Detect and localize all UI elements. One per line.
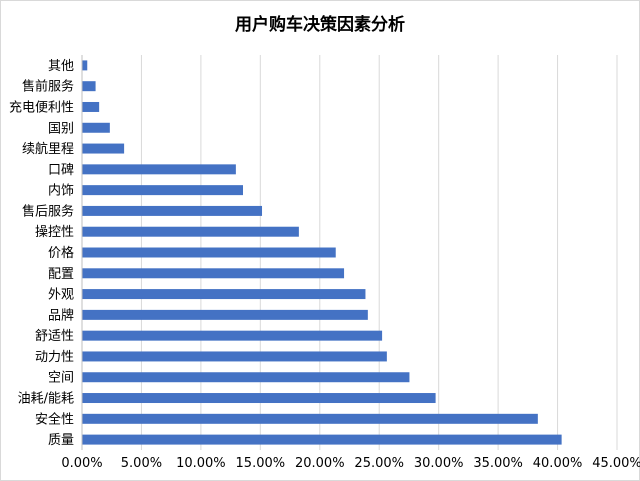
bar <box>82 330 383 341</box>
category-label: 舒适性 <box>35 329 74 344</box>
category-label: 国别 <box>48 121 74 136</box>
bar <box>82 289 366 300</box>
category-label: 充电便利性 <box>9 99 74 115</box>
x-tick-label: 20.00% <box>295 456 345 471</box>
x-tick-label: 5.00% <box>121 456 162 471</box>
bar <box>82 60 88 71</box>
category-label: 内饰 <box>48 183 74 199</box>
x-tick-label: 40.00% <box>533 456 583 471</box>
bar <box>82 268 345 279</box>
bar <box>82 393 436 404</box>
x-tick-label: 45.00% <box>592 456 640 471</box>
category-label: 售前服务 <box>22 79 74 95</box>
category-label: 品牌 <box>48 307 74 323</box>
bar <box>82 247 336 258</box>
category-label: 安全性 <box>35 411 74 427</box>
category-label: 配置 <box>48 267 74 282</box>
x-tick-label: 35.00% <box>473 456 523 471</box>
bar <box>82 309 368 320</box>
chart-title: 用户购车决策因素分析 <box>235 15 405 35</box>
category-label: 续航里程 <box>22 141 74 157</box>
bar <box>82 143 125 154</box>
category-label: 油耗/能耗 <box>18 392 74 407</box>
x-tick-label: 30.00% <box>414 456 464 471</box>
bar <box>82 351 387 362</box>
bar <box>82 101 100 112</box>
category-label: 价格 <box>48 245 74 261</box>
bar <box>82 164 236 175</box>
bar <box>82 434 562 445</box>
category-label: 空间 <box>48 371 74 386</box>
x-tick-label: 15.00% <box>236 456 286 471</box>
category-label: 售后服务 <box>22 203 74 219</box>
bar <box>82 81 96 92</box>
x-tick-label: 25.00% <box>354 456 404 471</box>
bar <box>82 185 243 196</box>
bar <box>82 226 299 237</box>
category-label: 口碑 <box>48 162 74 178</box>
category-label: 质量 <box>48 433 74 448</box>
bar <box>82 413 538 424</box>
bar <box>82 205 263 216</box>
category-label: 动力性 <box>35 350 74 365</box>
category-label: 其他 <box>48 59 74 74</box>
category-label: 操控性 <box>35 224 74 240</box>
x-tick-label: 10.00% <box>176 456 226 471</box>
bar <box>82 372 410 383</box>
x-tick-label: 0.00% <box>61 456 102 471</box>
category-label: 外观 <box>48 288 74 303</box>
bar <box>82 122 110 133</box>
